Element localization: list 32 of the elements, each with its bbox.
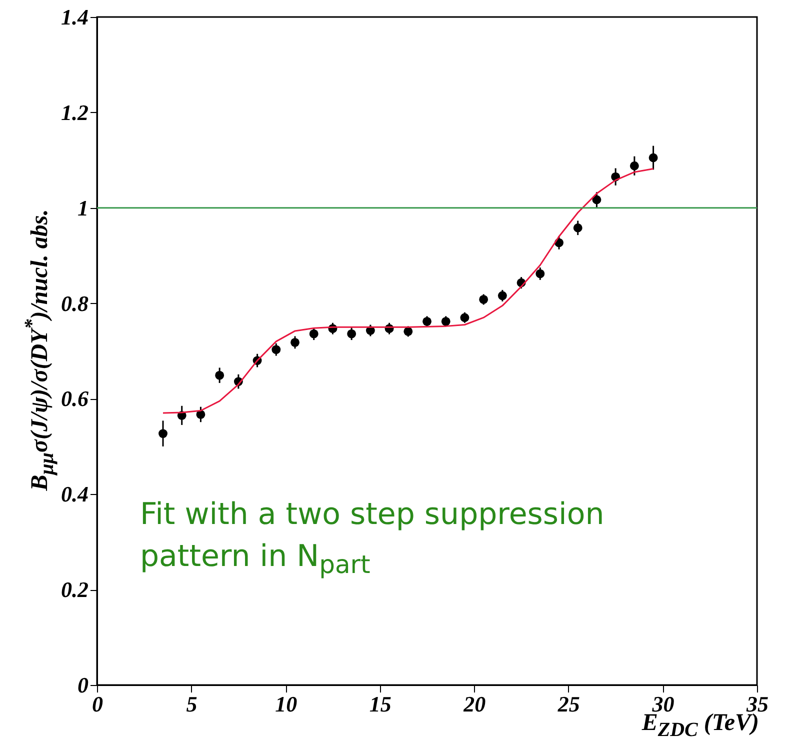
y-tick-label: 0.8 — [61, 290, 88, 316]
point — [460, 313, 470, 322]
point — [309, 329, 318, 338]
annotation: Fit with a two step suppression pattern in N$_{part}$ — [140, 496, 606, 581]
x-tick-label: 10 — [275, 692, 298, 716]
point — [404, 326, 413, 336]
x-tick-label: 25 — [556, 692, 580, 716]
y-tick-label: 0.2 — [61, 577, 88, 602]
point — [498, 291, 507, 300]
point — [592, 195, 602, 204]
point — [272, 345, 281, 354]
x-tick-label: 15 — [369, 692, 392, 716]
point — [573, 223, 582, 232]
point — [215, 370, 224, 380]
y-tick-label: 1.4 — [61, 4, 88, 30]
point — [648, 153, 658, 162]
x-tick-label: 20 — [462, 692, 486, 716]
y-tick-label: 0 — [78, 672, 88, 698]
y-tick-label: 0.4 — [61, 482, 88, 507]
point — [290, 338, 300, 347]
point — [630, 161, 639, 170]
point — [422, 316, 432, 326]
point — [158, 429, 168, 438]
point — [479, 295, 488, 304]
y-tick-label: 1.2 — [61, 100, 88, 125]
x-tick-label: 5 — [186, 692, 198, 716]
point — [536, 269, 545, 278]
y-tick-label: 1 — [78, 195, 88, 220]
point — [441, 316, 450, 326]
point — [196, 410, 206, 419]
point — [347, 329, 356, 338]
y-tick-label: 0.6 — [61, 386, 88, 412]
